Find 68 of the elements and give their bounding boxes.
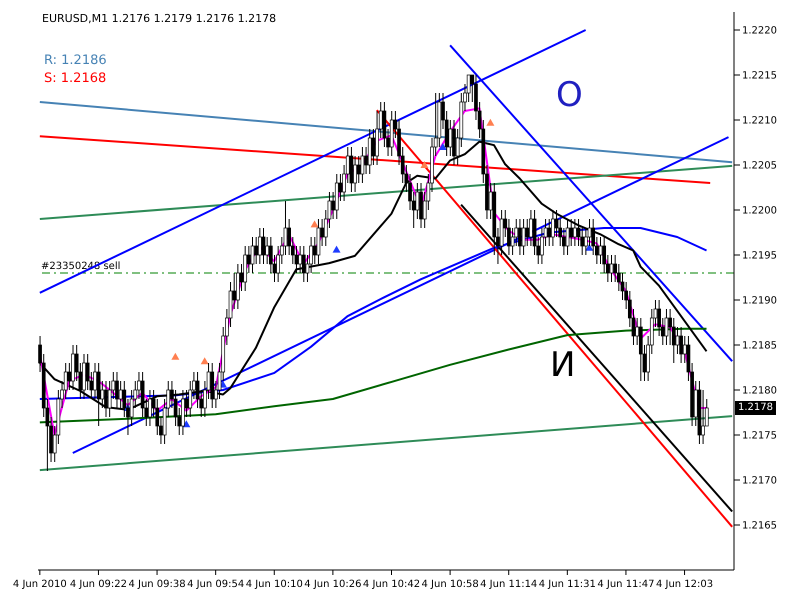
candlestick (302, 246, 306, 282)
y-tick-label: 1.2215 (742, 70, 777, 82)
candlestick (518, 218, 522, 256)
candlestick (664, 308, 668, 346)
candlestick (262, 228, 266, 264)
annotation: R: 1.2186 (44, 53, 107, 68)
y-tick-label: 1.2190 (742, 296, 777, 307)
candlestick (265, 236, 270, 264)
point (310, 220, 319, 228)
candlestick (118, 380, 122, 408)
x-tick-label: 4 Jun 10:58 (422, 579, 479, 590)
y-tick-label: 1.2210 (742, 116, 777, 127)
line-series (38, 328, 708, 424)
candlestick (547, 218, 552, 246)
x-tick-label: 4 Jun 10:26 (304, 579, 362, 590)
candlestick (254, 236, 258, 264)
candlestick (610, 254, 614, 282)
y-tick-label: 1.2175 (742, 430, 777, 442)
chart-title: EURUSD,M1 1.2176 1.2179 1.2176 1.2178 (42, 12, 276, 25)
y-tick-label: 1.2220 (742, 26, 777, 37)
candlestick (551, 210, 555, 246)
y-tick-label: 1.2200 (742, 206, 777, 217)
candlestick (701, 390, 705, 444)
candlestick (250, 236, 254, 274)
candlestick (566, 218, 570, 256)
candlestick (569, 218, 574, 246)
y-tick-label: 1.2195 (742, 250, 777, 262)
candlestick (372, 128, 376, 166)
x-tick-label: 4 Jun 09:22 (70, 579, 128, 590)
x-tick-label: 4 Jun 2010 (12, 579, 67, 590)
x-tick-label: 4 Jun 11:14 (480, 579, 538, 590)
candlestick (573, 218, 577, 246)
x-tick-label: 4 Jun 10:10 (246, 579, 303, 590)
y-tick-label: 1.2170 (742, 476, 777, 487)
candlestick (598, 236, 602, 264)
point (171, 352, 180, 360)
x-tick-label: 4 Jun 12:03 (656, 579, 714, 590)
point (438, 143, 447, 150)
y-tick-label: 1.2165 (742, 520, 777, 532)
candlestick (360, 146, 364, 184)
point (200, 357, 209, 364)
candlestick (93, 362, 97, 400)
y-tick-label: 1.2180 (742, 386, 777, 397)
candlestick (525, 218, 530, 246)
annotation: S: 1.2168 (44, 71, 106, 86)
candlestick (522, 218, 526, 256)
annotation: И (550, 345, 576, 385)
x-tick-label: 4 Jun 11:31 (538, 579, 596, 590)
candlestick (448, 120, 452, 156)
candlestick (298, 246, 302, 274)
y-tick-label: 1.2205 (742, 160, 777, 172)
x-tick-label: 4 Jun 11:47 (597, 579, 655, 590)
candlestick (258, 228, 262, 264)
candlestick (679, 326, 683, 364)
candlestick (676, 326, 680, 354)
candlestick (356, 156, 361, 184)
annotation: O (556, 75, 583, 115)
x-tick-label: 4 Jun 09:54 (187, 579, 244, 590)
x-tick-label: 4 Jun 09:38 (128, 579, 186, 590)
candlestick (353, 156, 357, 192)
point (332, 246, 341, 253)
y-tick-label: 1.2185 (742, 340, 777, 352)
annotation: 1.2178 (735, 401, 776, 415)
point (486, 118, 494, 126)
point (420, 161, 428, 168)
candlestick (115, 372, 119, 408)
candlestick (529, 210, 533, 246)
x-tick-label: 4 Jun 10:42 (362, 579, 420, 590)
